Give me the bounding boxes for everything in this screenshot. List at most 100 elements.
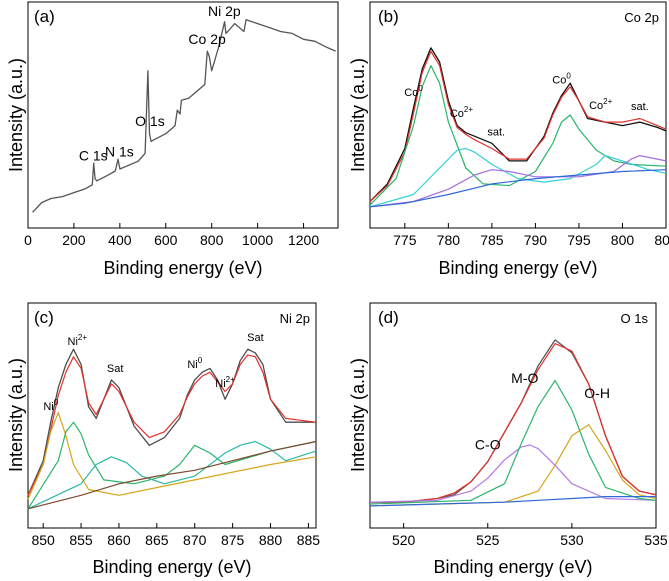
panel-c-xtick-label-2: 860 bbox=[107, 532, 131, 548]
panel-d: (d) O 1s Binding energy (eV) Intensity (… bbox=[348, 302, 668, 577]
panel-c-annotation-0-sup: 0 bbox=[54, 398, 59, 407]
panel-b-xtick-label-3: 790 bbox=[524, 232, 548, 248]
panel-b-xtick-label-1: 780 bbox=[437, 232, 461, 248]
panel-a-xtick-label-6: 1200 bbox=[288, 232, 319, 248]
panel-b-series-envelope bbox=[369, 50, 667, 202]
panel-d-annotation-2-text: O-H bbox=[584, 385, 610, 401]
panel-b-ylabel: Intensity (a.u.) bbox=[348, 58, 368, 172]
panel-a-annotation-4: Ni 2p bbox=[208, 3, 241, 19]
panel-b-series-co2- bbox=[369, 147, 667, 208]
panel-c-annotation-3: Ni0 bbox=[187, 356, 202, 371]
panel-c-title: Ni 2p bbox=[280, 311, 310, 326]
panel-a-series bbox=[32, 19, 336, 213]
panel-d-frame bbox=[369, 302, 657, 529]
panel-c-series-envelope bbox=[27, 354, 317, 496]
panel-b-annotation-2-text: sat. bbox=[487, 127, 505, 139]
panel-a-ylabel: Intensity (a.u.) bbox=[6, 58, 26, 172]
panel-c-xtick-label-5: 875 bbox=[221, 532, 245, 548]
panel-a-annotations: C 1sN 1sO 1s Co 2p Ni 2p bbox=[79, 3, 241, 163]
panel-b-xtick-label-2: 785 bbox=[480, 232, 504, 248]
panel-c: (c) Ni 2p Binding energy (eV) Intensity … bbox=[6, 302, 320, 577]
panel-a-xtick-label-1: 200 bbox=[62, 232, 86, 248]
panel-c-annotation-4-text: Ni bbox=[215, 378, 225, 390]
panel-c-annotation-2-text: Sat bbox=[107, 363, 124, 375]
panel-c-annotation-5-text: Sat bbox=[247, 332, 264, 344]
panel-b-annotation-5: sat. bbox=[631, 101, 649, 113]
panel-b-annotation-5-text: sat. bbox=[631, 101, 649, 113]
panel-b-annotation-4-sup: 2+ bbox=[603, 97, 612, 106]
panel-d-series-background bbox=[369, 496, 656, 507]
panel-a: (a) Binding energy (eV) Intensity (a.u.)… bbox=[6, 1, 339, 278]
panel-d-series-m-o bbox=[369, 379, 657, 505]
panel-b-annotation-0: Co0 bbox=[404, 84, 423, 99]
panel-a-annotation-3: Co 2p bbox=[188, 31, 226, 47]
panel-a-xtick-label-3: 600 bbox=[154, 232, 178, 248]
panel-b-series-sat- bbox=[369, 155, 667, 208]
panel-d-label: (d) bbox=[378, 308, 399, 327]
panel-d-xtick-label-2: 530 bbox=[560, 532, 584, 548]
panel-d-series-o-h bbox=[369, 424, 657, 507]
panel-a-series-survey bbox=[32, 19, 336, 213]
panel-c-xtick-label-4: 870 bbox=[183, 532, 207, 548]
panel-a-xtick-label-4: 800 bbox=[200, 232, 224, 248]
panel-c-annotation-3-text: Ni bbox=[187, 359, 197, 371]
panel-c-xtick-label-1: 855 bbox=[69, 532, 93, 548]
panel-b-xlabel: Binding energy (eV) bbox=[438, 258, 597, 278]
panel-a-xtick-label-2: 400 bbox=[108, 232, 132, 248]
panel-d-annotation-1: M-O bbox=[511, 370, 538, 386]
panel-c-xtick-label-7: 885 bbox=[297, 532, 321, 548]
panel-b-series bbox=[369, 47, 667, 208]
panel-a-annotation-4-text: Ni 2p bbox=[208, 3, 241, 19]
panel-b-title: Co 2p bbox=[624, 10, 659, 25]
panel-c-annotation-5: Sat bbox=[247, 332, 264, 344]
panel-c-series-background bbox=[27, 440, 317, 510]
panel-a-annotation-3-text: Co 2p bbox=[188, 31, 226, 47]
panel-a-frame bbox=[27, 1, 339, 229]
panel-a-xtick-label-0: 0 bbox=[24, 232, 32, 248]
panel-c-frame bbox=[27, 302, 317, 529]
panel-d-annotation-0: C-O bbox=[475, 437, 501, 453]
panel-d-series-raw bbox=[370, 339, 657, 503]
panel-c-xlabel: Binding energy (eV) bbox=[92, 557, 251, 577]
panel-d-annotation-1-text: M-O bbox=[511, 370, 538, 386]
panel-d-xtick-label-0: 520 bbox=[392, 532, 416, 548]
panel-d-annotation-2: O-H bbox=[584, 385, 610, 401]
panel-c-annotation-1: Ni2+ bbox=[68, 333, 88, 348]
panel-b-annotation-1-sup: 2+ bbox=[464, 105, 473, 114]
panel-a-xtick-label-5: 1000 bbox=[242, 232, 273, 248]
panel-b-xtick-label-0: 775 bbox=[393, 232, 417, 248]
panel-c-series-sat- bbox=[27, 440, 317, 510]
panel-a-ticks: 0 200 400 600 800 1000 1200 bbox=[24, 223, 319, 248]
panel-a-annotation-2-text: O 1s bbox=[135, 113, 165, 129]
panel-d-series-envelope bbox=[370, 343, 657, 503]
panel-c-series-raw bbox=[27, 348, 316, 496]
panel-b-series-co0 bbox=[369, 64, 667, 206]
panel-b-annotation-3: Co0 bbox=[552, 72, 571, 87]
panel-d-annotations: C-O M-O O-H bbox=[475, 370, 610, 452]
panel-c-annotation-4-sup: 2+ bbox=[226, 375, 235, 384]
panel-c-annotation-2: Sat bbox=[107, 363, 124, 375]
panel-a-xlabel: Binding energy (eV) bbox=[103, 258, 262, 278]
panel-b-annotation-4-text: Co bbox=[589, 100, 603, 112]
panel-c-xtick-label-6: 880 bbox=[259, 532, 283, 548]
panel-b-annotation-1-text: Co bbox=[450, 108, 464, 120]
panel-b-label: (b) bbox=[378, 7, 399, 26]
panel-c-annotation-0-text: Ni bbox=[43, 401, 53, 413]
panel-d-xtick-label-3: 535 bbox=[644, 532, 668, 548]
panel-a-annotation-1: N 1s bbox=[105, 144, 134, 160]
panel-d-ylabel: Intensity (a.u.) bbox=[348, 358, 368, 472]
panel-c-series bbox=[27, 348, 317, 510]
panel-c-label: (c) bbox=[34, 308, 54, 327]
panel-c-ylabel: Intensity (a.u.) bbox=[6, 358, 26, 472]
panel-b-xtick-label-4: 795 bbox=[567, 232, 591, 248]
panel-b: (b) Co 2p Binding energy (eV) Intensity … bbox=[348, 1, 669, 278]
panel-d-xlabel: Binding energy (eV) bbox=[433, 557, 592, 577]
panel-c-series-ni2- bbox=[27, 421, 317, 510]
panel-c-ticks: 850 855 860 865 870 875 880 885 bbox=[31, 523, 320, 548]
panel-b-annotation-3-text: Co bbox=[552, 75, 566, 87]
panel-d-series bbox=[369, 339, 657, 507]
panel-b-annotation-2: sat. bbox=[487, 127, 505, 139]
